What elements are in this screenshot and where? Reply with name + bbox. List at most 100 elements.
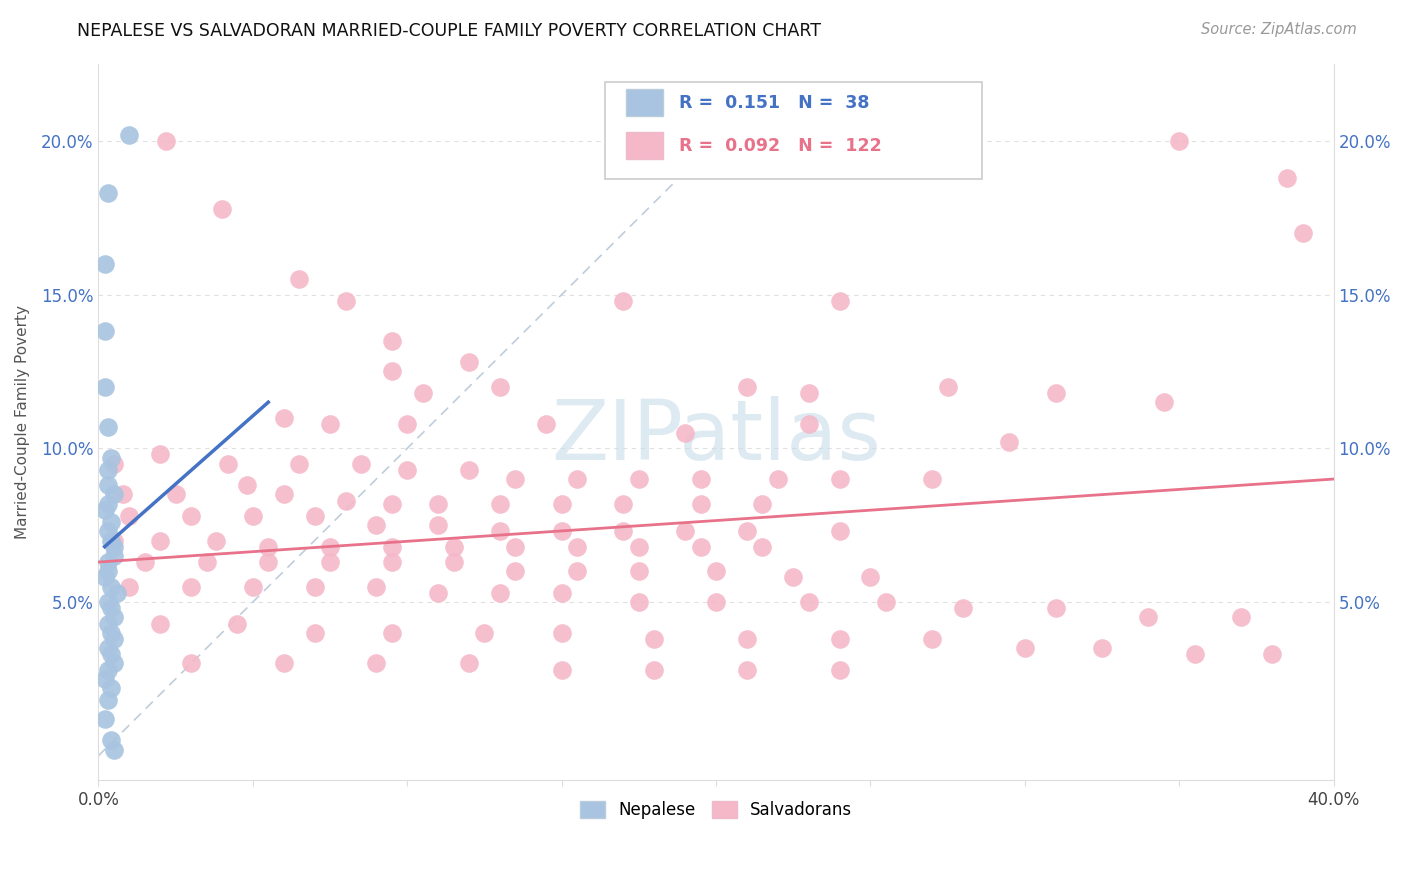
Point [412, 386, 434, 401]
Point [550, 497, 572, 511]
Point [93, 672, 115, 686]
Point [612, 497, 634, 511]
Point [735, 380, 758, 394]
Point [427, 518, 450, 533]
Point [93, 380, 115, 394]
Point [458, 463, 481, 477]
Point [319, 540, 342, 554]
Point [612, 293, 634, 308]
Point [97, 663, 120, 677]
Point [97, 616, 120, 631]
Point [97, 478, 120, 492]
Point [93, 712, 115, 726]
Point [828, 293, 851, 308]
Point [100, 601, 122, 615]
Point [443, 555, 465, 569]
Point [319, 555, 342, 569]
Point [458, 355, 481, 369]
Text: Source: ZipAtlas.com: Source: ZipAtlas.com [1201, 22, 1357, 37]
FancyBboxPatch shape [605, 82, 981, 178]
Point [180, 580, 202, 594]
Point [828, 632, 851, 646]
Point [149, 533, 172, 548]
Point [689, 472, 711, 486]
Point [565, 564, 588, 578]
Point [704, 564, 727, 578]
Point [97, 463, 120, 477]
Point [366, 580, 388, 594]
Point [735, 632, 758, 646]
Point [103, 632, 125, 646]
Point [288, 457, 311, 471]
Point [565, 540, 588, 554]
Point [859, 570, 882, 584]
Legend: Nepalese, Salvadorans: Nepalese, Salvadorans [574, 794, 859, 826]
Point [1292, 226, 1315, 240]
Point [505, 472, 527, 486]
Point [165, 487, 187, 501]
Point [489, 497, 512, 511]
Point [1168, 134, 1191, 148]
Point [100, 625, 122, 640]
Point [381, 364, 404, 378]
Point [149, 616, 172, 631]
Point [643, 632, 665, 646]
Point [103, 457, 125, 471]
Point [427, 586, 450, 600]
Point [273, 657, 295, 671]
Point [97, 186, 120, 201]
Point [489, 586, 512, 600]
Point [217, 457, 239, 471]
Point [627, 595, 650, 609]
Point [242, 580, 264, 594]
Point [97, 497, 120, 511]
Point [97, 595, 120, 609]
Point [100, 733, 122, 747]
Point [1261, 647, 1284, 661]
Point [735, 524, 758, 539]
Point [627, 472, 650, 486]
Point [550, 524, 572, 539]
Point [335, 293, 357, 308]
Point [97, 641, 120, 656]
Point [952, 601, 974, 615]
Point [875, 595, 897, 609]
Point [100, 533, 122, 548]
Text: R =  0.151   N =  38: R = 0.151 N = 38 [679, 94, 869, 112]
Point [288, 272, 311, 286]
Text: NEPALESE VS SALVADORAN MARRIED-COUPLE FAMILY POVERTY CORRELATION CHART: NEPALESE VS SALVADORAN MARRIED-COUPLE FA… [77, 22, 821, 40]
Point [550, 586, 572, 600]
Point [381, 555, 404, 569]
Point [366, 657, 388, 671]
Point [105, 586, 128, 600]
Point [118, 128, 141, 142]
Point [396, 417, 419, 431]
Point [427, 497, 450, 511]
Point [118, 508, 141, 523]
Point [381, 334, 404, 348]
Point [1184, 647, 1206, 661]
Point [643, 663, 665, 677]
Point [766, 472, 789, 486]
Point [97, 419, 120, 434]
Point [1230, 610, 1253, 624]
Point [235, 478, 257, 492]
Point [304, 625, 326, 640]
Point [204, 533, 226, 548]
Point [627, 540, 650, 554]
Point [100, 515, 122, 529]
Point [103, 549, 125, 563]
Point [195, 555, 218, 569]
Point [381, 625, 404, 640]
Point [366, 518, 388, 533]
Point [550, 663, 572, 677]
Point [226, 616, 249, 631]
Point [257, 555, 280, 569]
Point [97, 555, 120, 569]
Point [627, 564, 650, 578]
Point [97, 564, 120, 578]
Text: R =  0.092   N =  122: R = 0.092 N = 122 [679, 136, 882, 154]
Point [335, 493, 357, 508]
Point [550, 625, 572, 640]
Point [93, 325, 115, 339]
